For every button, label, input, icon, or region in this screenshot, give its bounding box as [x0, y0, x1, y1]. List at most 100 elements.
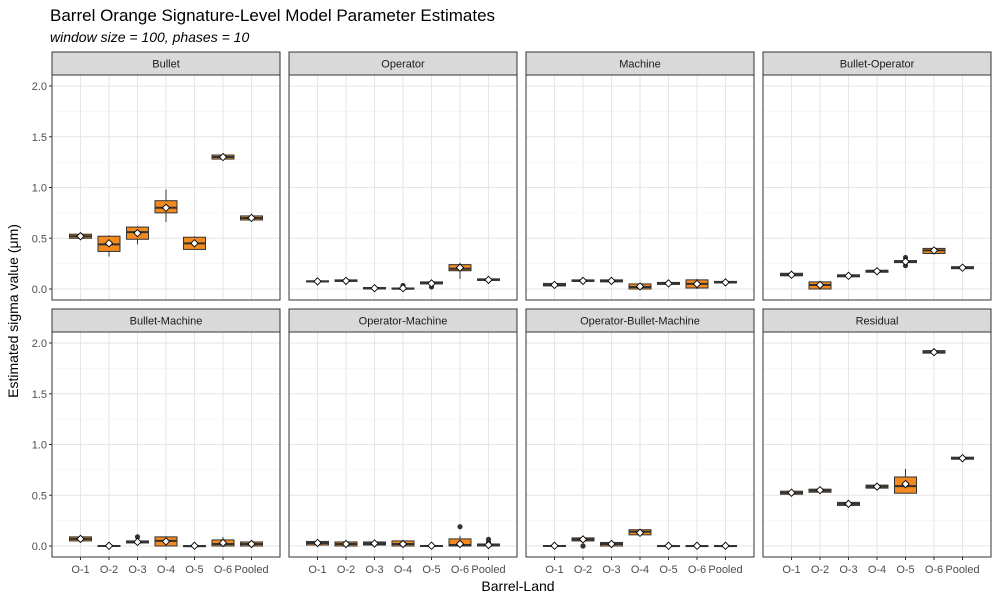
mean-marker: [161, 203, 171, 213]
mean-marker: [692, 541, 702, 551]
mean-marker: [872, 267, 882, 276]
box: [922, 347, 946, 357]
box: [628, 528, 652, 538]
mean-marker: [161, 537, 171, 546]
x-tick-label: O-6: [688, 564, 706, 576]
facet-panel: Machine: [525, 51, 755, 301]
box: [571, 535, 595, 549]
box: [685, 541, 709, 551]
y-tick-label: 0.5: [32, 233, 47, 245]
x-tick-label: O-6: [925, 564, 943, 576]
x-tick-label: Pooled: [945, 564, 979, 576]
box: [685, 278, 709, 289]
x-tick-label: O-6: [214, 564, 232, 576]
mean-marker: [341, 539, 351, 549]
x-tick-label: O-3: [128, 564, 146, 576]
x-tick-label: O-5: [185, 564, 203, 576]
box: [657, 279, 680, 288]
mean-marker: [484, 275, 493, 285]
box: [837, 499, 860, 509]
facet-panel: Bullet-Operator: [762, 51, 992, 301]
mean-marker: [247, 213, 256, 223]
box: [894, 254, 917, 269]
mean-marker: [607, 539, 616, 549]
facet-panel: Residual O-1 O-2 O-3 O-4 O-5 O-6 Pooled: [762, 308, 992, 576]
x-tick-label: O-2: [337, 564, 355, 576]
mean-marker: [815, 280, 825, 290]
panel-border: [762, 74, 992, 301]
facet-panel: Operator: [288, 51, 518, 301]
x-tick-label: O-1: [782, 564, 800, 576]
facet-label: Machine: [619, 59, 661, 71]
mean-marker: [76, 231, 85, 241]
box: [477, 275, 500, 285]
x-tick-label: O-3: [602, 564, 620, 576]
mean-marker: [370, 539, 379, 548]
y-tick-label: 1.0: [32, 183, 47, 195]
mean-marker: [664, 541, 673, 551]
box: [183, 236, 206, 250]
box: [571, 276, 595, 286]
mean-marker: [872, 482, 882, 491]
mean-marker: [901, 257, 910, 266]
mean-marker: [664, 279, 673, 288]
box: [306, 277, 329, 286]
mean-marker: [484, 540, 493, 550]
x-tick-label: O-5: [896, 564, 914, 576]
mean-marker: [787, 488, 796, 497]
facet-panels: Bullet 0.0 0.5 1.0 1.5 2.0 Operator Machine Bull…: [32, 51, 992, 576]
y-tick-label: 0.5: [32, 490, 47, 502]
mean-marker: [313, 538, 322, 548]
y-tick-label: 1.0: [32, 440, 47, 452]
mean-marker: [370, 283, 379, 293]
mean-marker: [341, 276, 351, 286]
box: [951, 263, 974, 272]
x-tick-label: Pooled: [234, 564, 268, 576]
chart-subtitle: window size = 100, phases = 10: [50, 29, 249, 45]
y-tick-label: 1.5: [32, 132, 47, 144]
mean-marker: [133, 228, 142, 238]
x-tick-label: O-4: [868, 564, 886, 576]
box: [808, 485, 832, 495]
mean-marker: [247, 539, 256, 549]
box: [420, 279, 443, 290]
box: [240, 213, 263, 223]
outlier-point: [134, 534, 141, 540]
x-tick-label: O-2: [574, 564, 592, 576]
x-tick-label: O-4: [157, 564, 175, 576]
box: [628, 282, 652, 291]
facet-label: Residual: [856, 316, 899, 328]
x-axis-title: Barrel-Land: [481, 578, 554, 594]
facet-label: Operator-Machine: [359, 316, 448, 328]
panel-border: [288, 74, 518, 301]
x-tick-label: O-2: [100, 564, 118, 576]
x-tick-label: O-3: [839, 564, 857, 576]
mean-marker: [844, 271, 853, 281]
mean-marker: [313, 277, 322, 286]
y-axis-title: Estimated sigma value (μm): [5, 224, 21, 398]
mean-marker: [427, 541, 436, 550]
x-tick-label: O-5: [422, 564, 440, 576]
y-tick-label: 0.0: [32, 541, 47, 553]
mean-marker: [844, 499, 853, 509]
box: [154, 189, 178, 223]
box: [126, 226, 149, 245]
mean-marker: [721, 541, 730, 551]
box: [837, 271, 860, 281]
x-tick-label: O-6: [451, 564, 469, 576]
box: [420, 541, 443, 550]
box: [363, 283, 386, 293]
mean-marker: [578, 535, 588, 544]
box: [865, 267, 889, 276]
box: [808, 280, 832, 290]
mean-marker: [635, 282, 645, 291]
mean-marker: [550, 541, 559, 551]
facet-label: Bullet-Machine: [130, 316, 203, 328]
mean-marker: [455, 539, 465, 549]
facet-panel: Bullet-Machine 0.0 0.5 1.0 1.5 2.0 O-1 O-2 O-3 O-…: [32, 308, 281, 576]
box: [240, 539, 263, 549]
x-tick-label: O-4: [394, 564, 412, 576]
box: [69, 231, 92, 241]
mean-marker: [76, 534, 85, 544]
box: [714, 278, 737, 287]
